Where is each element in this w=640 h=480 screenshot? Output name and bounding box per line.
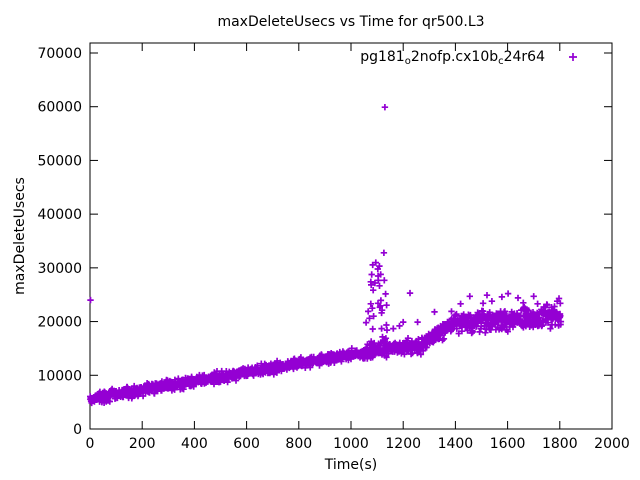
axes: 0 200 400 600 800 1000 1200 1400 1600 1800 2000010… <box>37 42 630 452</box>
y-tick-label: 40000 <box>37 207 82 223</box>
legend: pg181o2nofp.cx10bc24r64 <box>360 49 577 67</box>
x-tick-label: 600 <box>233 436 260 452</box>
x-tick-label: 1800 <box>542 436 578 452</box>
y-tick-label: 0 <box>73 422 82 438</box>
x-tick-label: 1000 <box>333 436 369 452</box>
x-tick-label: 1200 <box>385 436 421 452</box>
x-tick-label: 400 <box>181 436 208 452</box>
x-tick-label: 1600 <box>490 436 526 452</box>
legend-plus-marker-icon <box>569 53 577 61</box>
x-tick-label: 800 <box>285 436 312 452</box>
y-axis-label: maxDeleteUsecs <box>12 177 28 295</box>
x-tick-label: 0 <box>86 436 95 452</box>
y-tick-label: 10000 <box>37 368 82 384</box>
x-tick-label: 200 <box>129 436 156 452</box>
x-axis-label: Time(s) <box>324 457 377 473</box>
y-tick-label: 20000 <box>37 315 82 331</box>
y-tick-label: 70000 <box>37 46 82 62</box>
chart-title: maxDeleteUsecs vs Time for qr500.L3 <box>217 14 484 30</box>
data-points-plus-markers <box>87 104 565 407</box>
y-tick-label: 50000 <box>37 153 82 169</box>
y-tick-label: 30000 <box>37 261 82 277</box>
x-tick-label: 1400 <box>438 436 474 452</box>
x-tick-label: 2000 <box>594 436 630 452</box>
y-tick-label: 60000 <box>37 100 82 116</box>
legend-series-label: pg181o2nofp.cx10bc24r64 <box>360 49 545 67</box>
